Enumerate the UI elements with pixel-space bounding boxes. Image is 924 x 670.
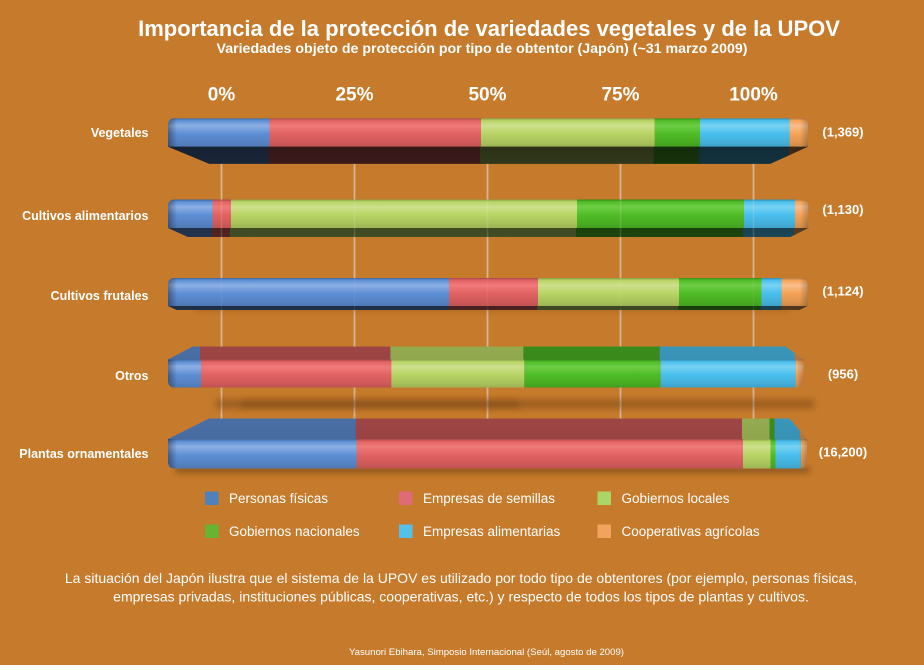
svg-text:Gobiernos locales: Gobiernos locales	[622, 491, 730, 506]
svg-text:Plantas ornamentales: Plantas ornamentales	[19, 447, 148, 461]
svg-text:(956): (956)	[828, 366, 858, 381]
svg-text:Variedades objeto de protecció: Variedades objeto de protección por tipo…	[217, 41, 748, 57]
svg-text:Cultivos frutales: Cultivos frutales	[51, 289, 149, 303]
svg-text:(1,369): (1,369)	[822, 125, 863, 140]
svg-text:Personas físicas: Personas físicas	[229, 491, 328, 506]
svg-text:100%: 100%	[729, 85, 778, 106]
svg-text:Cooperativas agrícolas: Cooperativas agrícolas	[622, 524, 760, 539]
svg-text:(1,130): (1,130)	[822, 202, 863, 217]
svg-text:50%: 50%	[468, 85, 506, 106]
svg-text:(16,200): (16,200)	[819, 445, 867, 460]
svg-text:Empresas de semillas: Empresas de semillas	[423, 491, 555, 506]
svg-text:Yasunori Ebihara, Simposio Int: Yasunori Ebihara, Simposio Internacional…	[349, 647, 624, 658]
svg-text:La situación del Japón ilustra: La situación del Japón ilustra que el si…	[65, 570, 857, 586]
svg-text:Otros: Otros	[115, 369, 148, 383]
svg-text:0%: 0%	[208, 85, 236, 106]
svg-text:Importancia de la protección d: Importancia de la protección de variedad…	[138, 16, 840, 41]
svg-text:Cultivos alimentarios: Cultivos alimentarios	[22, 209, 148, 223]
svg-text:Vegetales: Vegetales	[91, 126, 149, 140]
svg-text:75%: 75%	[601, 85, 639, 106]
svg-text:Gobiernos nacionales: Gobiernos nacionales	[229, 524, 360, 539]
svg-text:Empresas alimentarias: Empresas alimentarias	[423, 524, 561, 539]
svg-text:(1,124): (1,124)	[822, 283, 863, 298]
svg-text:empresas privadas, institucion: empresas privadas, instituciones pública…	[113, 588, 809, 604]
svg-text:25%: 25%	[335, 85, 373, 106]
